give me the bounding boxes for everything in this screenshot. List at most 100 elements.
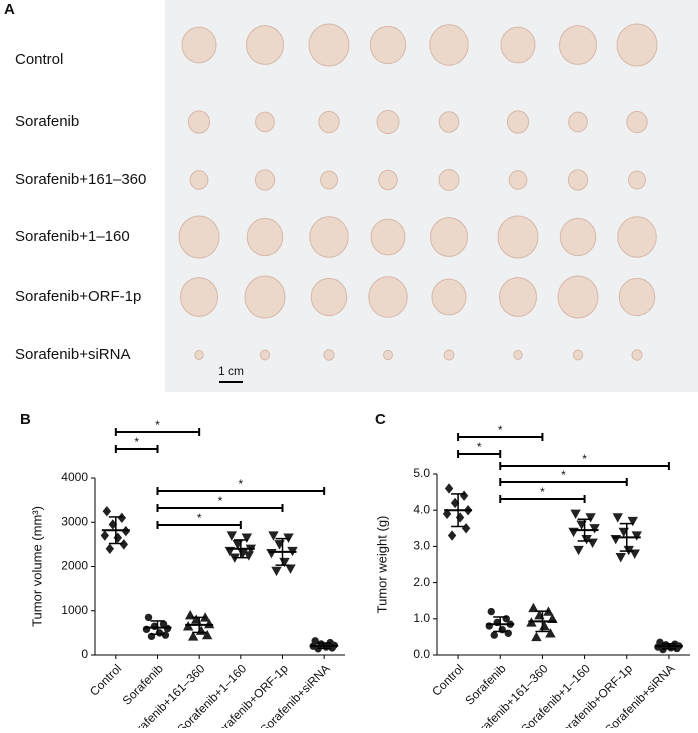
tumor <box>180 277 218 317</box>
data-point <box>455 512 465 523</box>
x-tick-label: Sorafenib+siRNA <box>602 661 677 728</box>
significance-label: * <box>238 477 243 491</box>
tumor <box>499 277 537 317</box>
data-point <box>119 539 129 550</box>
tumor <box>254 169 276 191</box>
data-point <box>487 607 495 616</box>
y-tick-label: 1.0 <box>413 611 430 625</box>
tumor <box>320 170 338 190</box>
tumor <box>628 170 646 190</box>
tumor <box>438 111 460 133</box>
data-point <box>100 530 110 541</box>
panel-label: A <box>4 1 15 18</box>
data-point <box>105 543 115 554</box>
panel-label: C <box>375 411 386 428</box>
tumor <box>383 349 393 361</box>
significance-label: * <box>197 511 202 525</box>
data-point <box>187 631 199 641</box>
significance-label: * <box>498 423 503 437</box>
tumor <box>559 217 597 257</box>
data-point <box>268 531 279 541</box>
data-point <box>459 490 469 501</box>
y-tick-label: 2.0 <box>413 575 430 589</box>
data-point <box>545 628 556 638</box>
data-point <box>627 516 638 527</box>
tumor <box>557 275 599 319</box>
y-tick-label: 0.0 <box>413 647 430 661</box>
tumor <box>368 276 408 318</box>
significance-label: * <box>218 494 223 508</box>
significance-label: * <box>540 485 545 499</box>
data-point <box>447 530 457 541</box>
tumor <box>616 23 658 67</box>
significance-label: * <box>561 468 566 482</box>
data-point <box>461 523 471 534</box>
data-point <box>531 631 542 642</box>
data-point <box>201 629 213 640</box>
tumor <box>187 110 211 134</box>
tumor <box>513 350 523 360</box>
x-tick-label: Control <box>87 661 124 698</box>
tumor <box>618 277 656 317</box>
tumor <box>438 169 460 191</box>
data-point <box>108 519 118 530</box>
data-point <box>243 551 255 561</box>
data-point <box>442 508 452 520</box>
y-tick-label: 4000 <box>61 470 88 484</box>
data-point <box>528 602 539 613</box>
tumor <box>255 111 275 133</box>
tumor <box>431 278 467 316</box>
tumor <box>568 111 588 133</box>
tumor <box>189 170 209 190</box>
tumor <box>567 169 589 191</box>
significance-label: * <box>134 435 139 449</box>
y-tick-label: 2000 <box>61 559 88 573</box>
tumor <box>244 275 286 319</box>
data-point <box>161 631 170 639</box>
significance-label: * <box>582 452 587 466</box>
tumor <box>370 218 406 256</box>
tumor <box>259 349 271 361</box>
data-point <box>102 505 112 517</box>
data-point <box>587 538 598 548</box>
row-label: Sorafenib+ORF-1p <box>15 288 141 305</box>
data-point <box>117 512 127 524</box>
data-point <box>241 533 253 543</box>
tumor <box>572 349 584 361</box>
tumor <box>378 169 398 191</box>
data-point <box>490 631 498 639</box>
tumor <box>309 216 349 258</box>
data-point <box>589 524 600 534</box>
data-point <box>504 629 512 637</box>
tumor <box>178 215 220 259</box>
row-label: Sorafenib <box>15 113 79 130</box>
data-point <box>631 531 642 541</box>
tumor <box>626 110 648 134</box>
data-point <box>612 513 623 523</box>
data-point <box>444 483 454 494</box>
tumor <box>631 349 643 361</box>
y-axis-label: Tumor weight (g) <box>374 516 389 614</box>
data-point <box>450 497 460 509</box>
tumor <box>500 26 536 64</box>
y-tick-label: 1000 <box>61 603 88 617</box>
tumor <box>497 215 539 259</box>
data-point <box>585 513 596 523</box>
data-point <box>113 532 123 543</box>
data-point <box>144 613 153 622</box>
tumor <box>369 25 407 65</box>
tumor <box>430 217 468 257</box>
tumor <box>429 24 469 66</box>
scale-bar-label: 1 cm <box>218 364 244 378</box>
tumor <box>443 349 455 361</box>
tumor <box>506 110 530 134</box>
tumor <box>308 23 350 67</box>
x-tick-label: Sorafenib+siRNA <box>257 661 332 728</box>
y-tick-label: 4.0 <box>413 502 430 516</box>
row-label: Sorafenib+161–360 <box>15 171 146 188</box>
data-point <box>266 549 277 559</box>
tumor <box>246 217 284 257</box>
row-label: Control <box>15 51 63 68</box>
panel-label: B <box>20 411 31 428</box>
